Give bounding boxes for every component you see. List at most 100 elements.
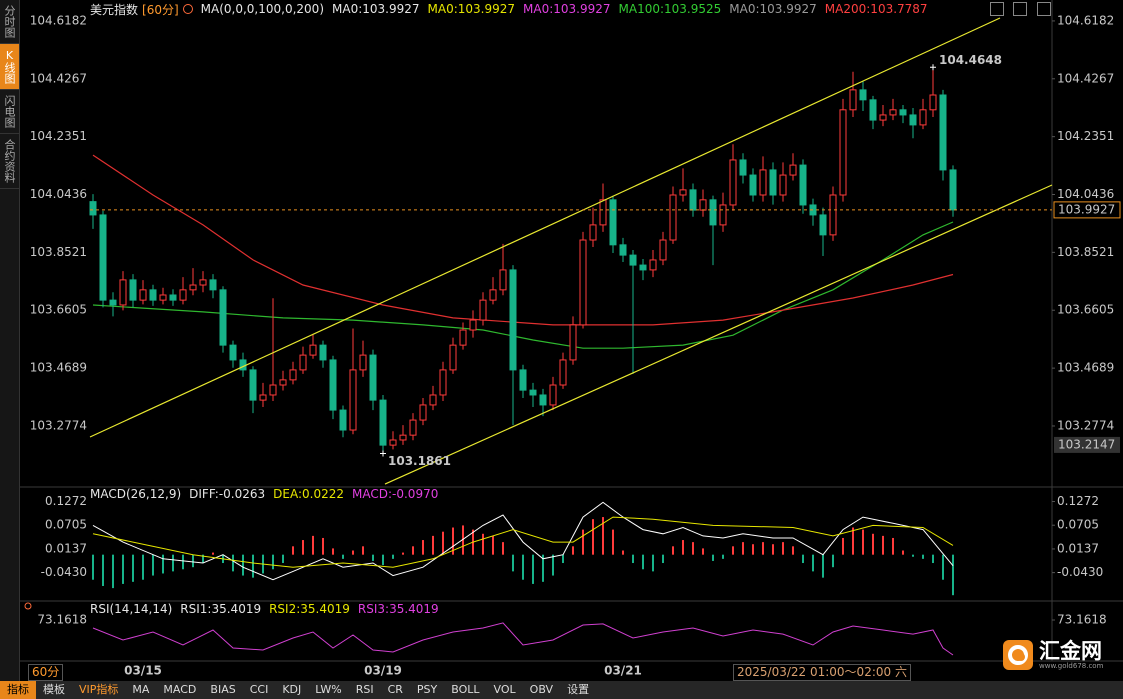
window-button[interactable] [1037, 2, 1051, 16]
candle-body [619, 244, 627, 256]
candle-body [859, 89, 867, 101]
settings-icon[interactable] [182, 4, 193, 14]
macd-bar [832, 554, 834, 568]
candle-body [769, 169, 777, 196]
toolbar-item[interactable]: KDJ [282, 683, 302, 696]
toolbar-item[interactable]: OBV [529, 683, 554, 696]
macd-bar [662, 554, 664, 564]
candle-body [789, 164, 797, 176]
macd-bar [612, 529, 614, 555]
legend-item: MA0:103.9927 [523, 2, 611, 16]
candle-body [269, 384, 277, 396]
candle-body [509, 269, 517, 371]
zoom-icon[interactable] [24, 602, 32, 610]
toolbar-item[interactable]: BIAS [210, 683, 236, 696]
candle-body [139, 289, 147, 301]
macd-bar [692, 542, 694, 555]
candle-body [889, 109, 897, 116]
logo-url: www.gold678.com [1039, 662, 1104, 670]
macd-bar [382, 554, 384, 566]
candle-body [709, 199, 717, 226]
candle-body [229, 344, 237, 361]
y-tick-label: 0.0137 [45, 541, 87, 555]
macd-bar [652, 554, 654, 572]
toolbar-item[interactable]: 模板 [43, 683, 65, 696]
candle-body [199, 279, 207, 286]
macd-bar [232, 554, 234, 572]
macd-bar [142, 554, 144, 580]
candle-body [499, 269, 507, 291]
macd-bar [272, 554, 274, 570]
candle-body [479, 299, 487, 321]
macd-bar [762, 542, 764, 555]
macd-bar [332, 548, 334, 555]
macd-bar [112, 554, 114, 589]
window-button[interactable] [1013, 2, 1027, 16]
macd-bar [632, 554, 634, 564]
sidebar-tab[interactable]: 闪电图 [0, 90, 19, 134]
macd-bar [252, 554, 254, 578]
candle-body [149, 289, 157, 301]
rsi-line [92, 622, 954, 656]
candle-body [309, 344, 317, 356]
toolbar-item[interactable]: VOL [493, 683, 516, 696]
candle-body [949, 169, 957, 211]
macd-bar [622, 550, 624, 555]
toolbar-item[interactable]: RSI [355, 683, 374, 696]
macd-bar [102, 554, 104, 587]
candle-body [449, 344, 457, 371]
y-tick-label: 104.6182 [1057, 13, 1114, 27]
macd-bar [562, 554, 564, 564]
macd-bar [822, 554, 824, 578]
toolbar-item[interactable]: MACD [163, 683, 197, 696]
candle-body [649, 259, 657, 271]
candle-body [409, 419, 417, 436]
candle-body [339, 409, 347, 431]
sidebar-tab[interactable]: 分时图 [0, 0, 19, 44]
candle-body [89, 201, 97, 216]
toolbar-item[interactable]: 设置 [567, 683, 590, 696]
y-tick-label: 104.0436 [30, 187, 87, 201]
macd-legend: MACD(26,12,9) DIFF:-0.0263 DEA:0.0222 MACD:… [90, 486, 438, 502]
toolbar-item[interactable]: CCI [249, 683, 269, 696]
macd-bar [542, 554, 544, 582]
candle-body [939, 94, 947, 171]
legend-item: DEA:0.0222 [273, 487, 345, 501]
macd-bar [192, 554, 194, 568]
candle-body [819, 214, 827, 236]
macd-bar [512, 554, 514, 572]
toolbar-item[interactable]: LW% [315, 683, 342, 696]
legend-title: RSI(14,14,14) [90, 602, 173, 616]
candle-body [469, 319, 477, 331]
cursor-time: 2025/03/22 01:00～02:00 六 [733, 664, 911, 681]
macd-bar [392, 554, 394, 559]
legend-title: 美元指数 [90, 2, 139, 17]
toolbar-item[interactable]: PSY [416, 683, 438, 696]
y-tick-label: 103.6605 [1057, 303, 1114, 317]
y-tick-label: 103.8521 [1057, 245, 1114, 259]
toolbar-item[interactable]: MA [132, 683, 150, 696]
sidebar-tab[interactable]: 合约资料 [0, 134, 19, 189]
legend-period: [60分] [142, 2, 179, 17]
y-tick-label: 0.0705 [1057, 518, 1099, 532]
macd-bar [802, 554, 804, 564]
candle-body [799, 164, 807, 206]
candle-body [529, 389, 537, 396]
window-button[interactable] [990, 2, 1004, 16]
candle-body [609, 199, 617, 246]
candle-body [109, 299, 117, 306]
toolbar-item[interactable]: VIP指标 [79, 683, 119, 696]
macd-bar [462, 525, 464, 555]
toolbar-item[interactable]: BOLL [451, 683, 480, 696]
high-marker [930, 64, 936, 71]
toolbar-item[interactable]: CR [387, 683, 403, 696]
sidebar: 分时图 K线图 闪电图 合约资料 [0, 0, 20, 681]
macd-bar [552, 554, 554, 576]
macd-bar [452, 527, 454, 555]
toolbar-item[interactable]: 指标 [0, 681, 36, 699]
macd-bar [782, 542, 784, 555]
sidebar-tab[interactable]: K线图 [0, 44, 19, 90]
x-tick-label: 03/15 [124, 664, 162, 678]
legend-item: MA0:103.9927 [332, 2, 420, 16]
period-label[interactable]: 60分 [28, 664, 64, 681]
